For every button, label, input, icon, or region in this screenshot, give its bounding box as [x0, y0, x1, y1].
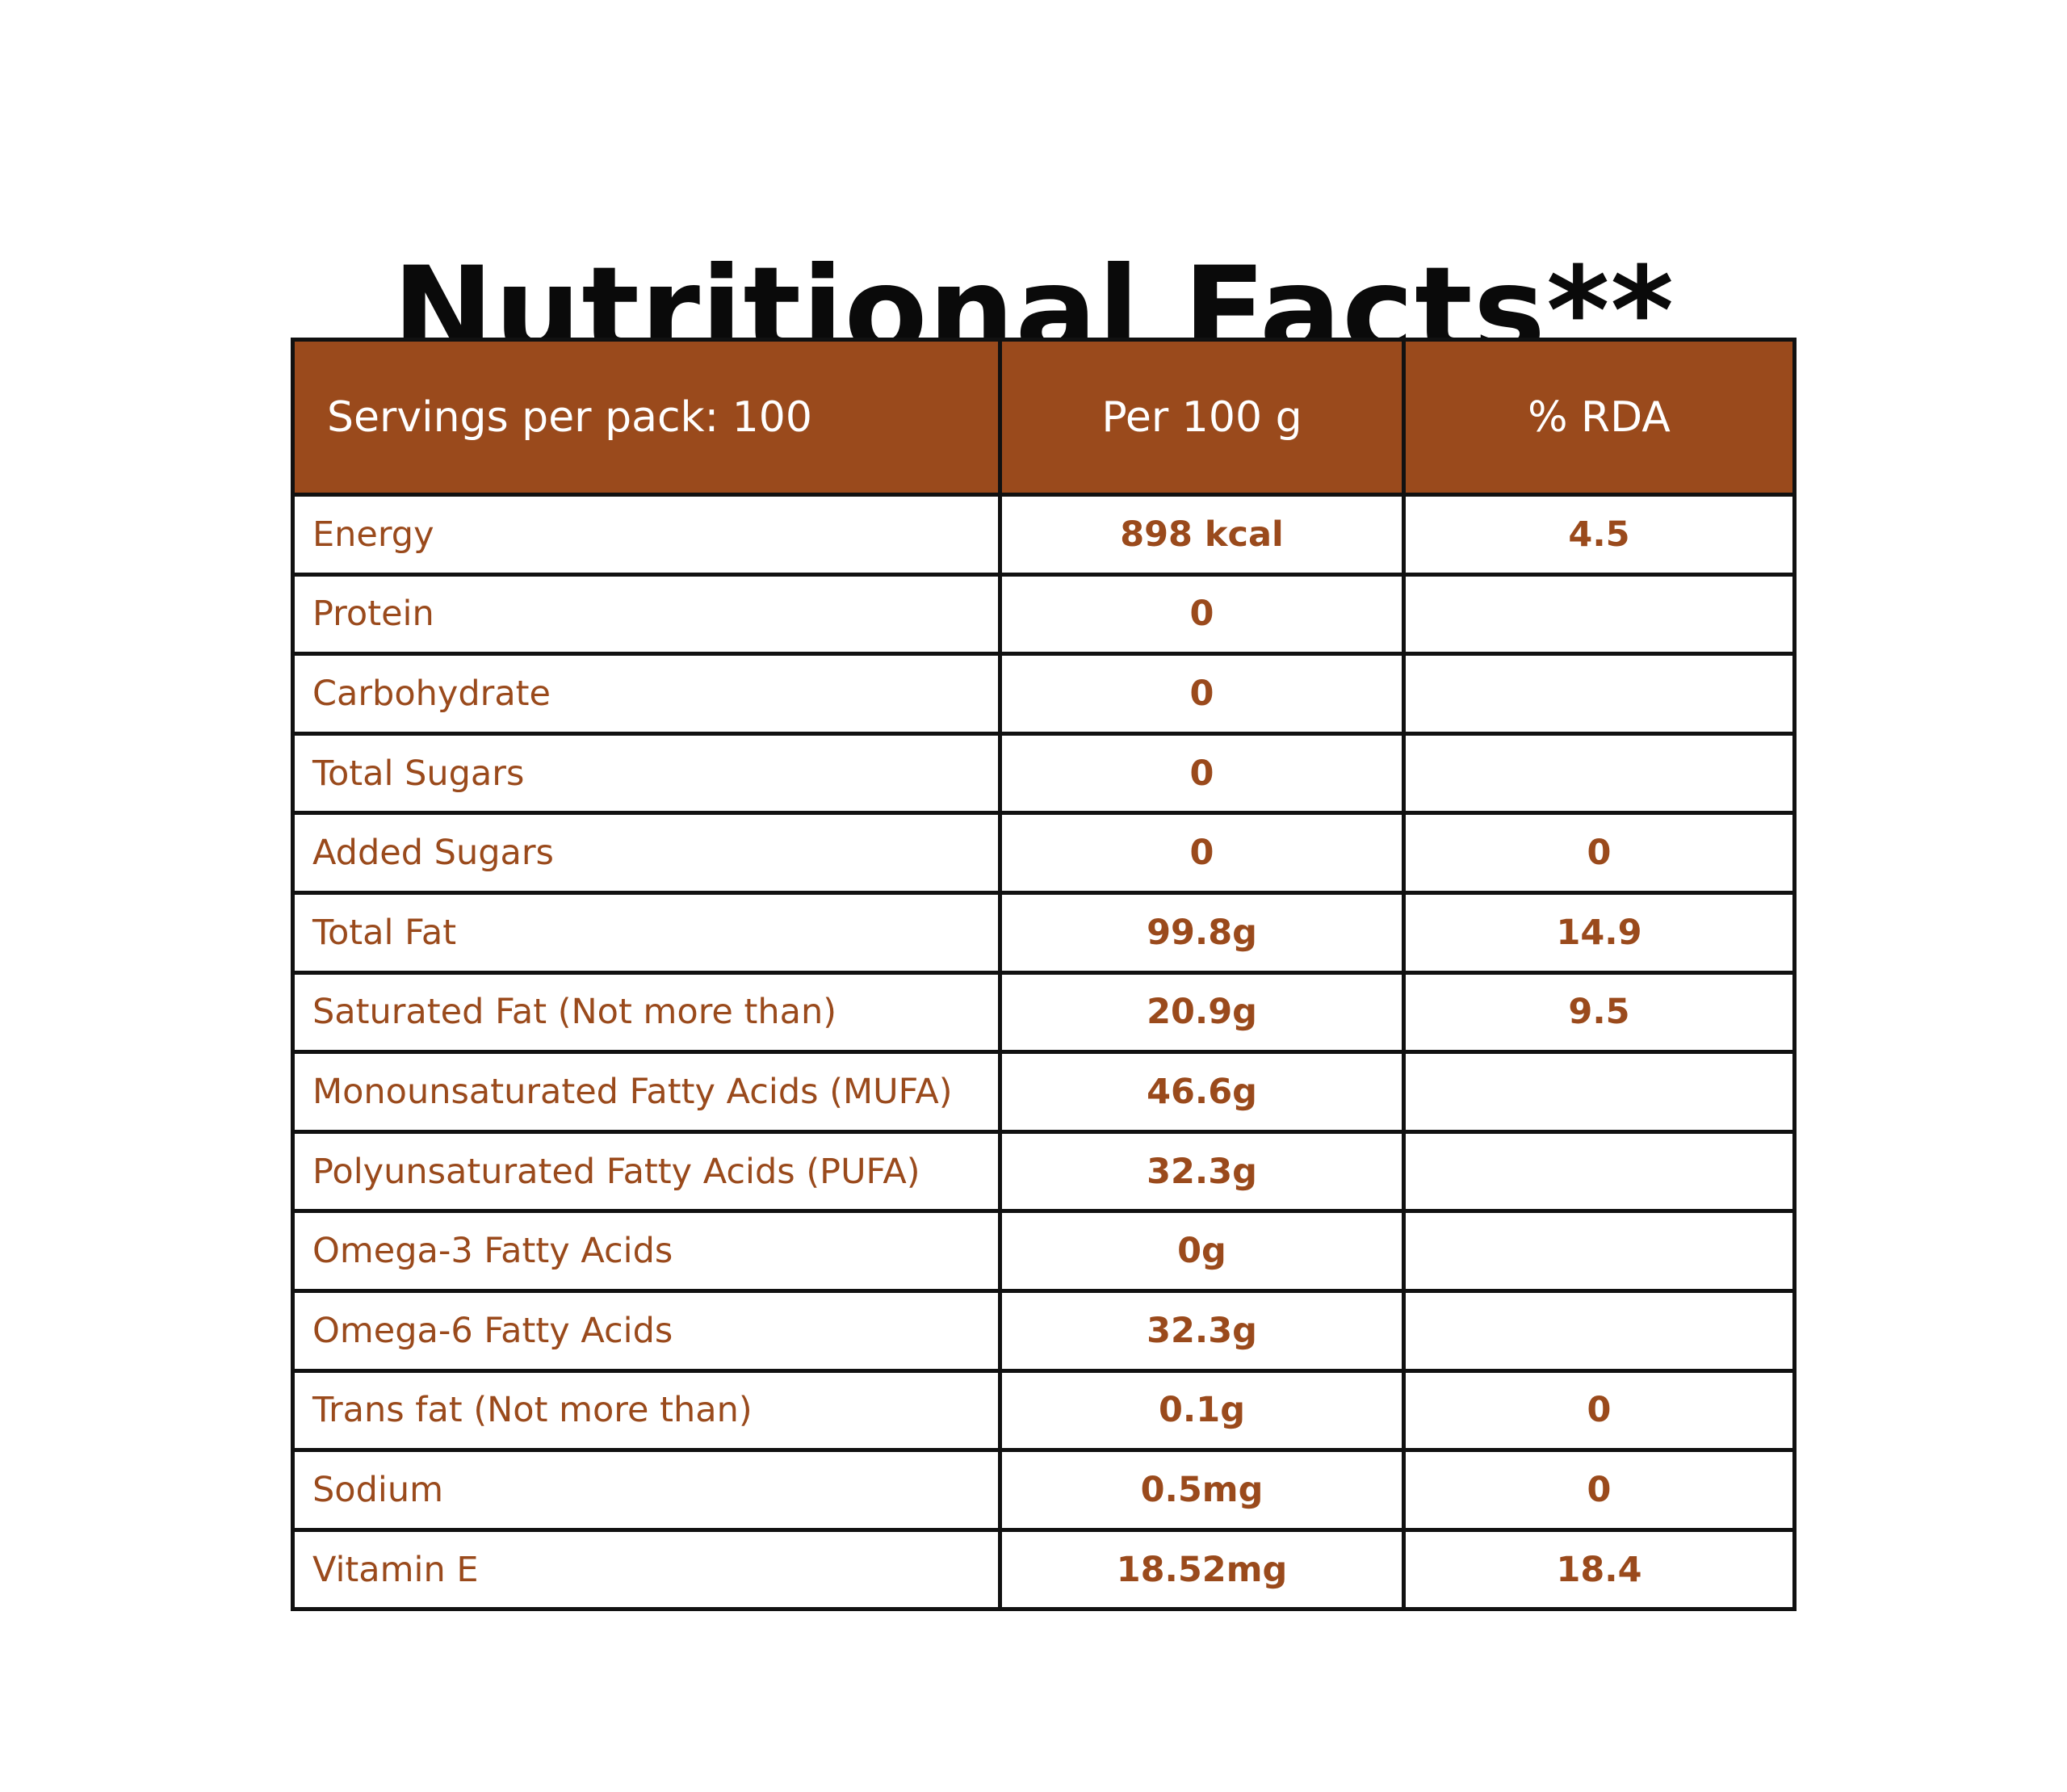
table-row: Energy 898 kcal 4.5	[291, 493, 1797, 577]
nutrient-name: Trans fat (Not more than)	[291, 1368, 1002, 1453]
nutrient-name: Total Fat	[291, 890, 1002, 975]
table-row: Total Fat 99.8g 14.9	[291, 890, 1797, 975]
nutrient-name: Omega-6 Fatty Acids	[291, 1288, 1002, 1373]
nutrient-value: 20.9g	[998, 970, 1406, 1055]
nutrient-rda: 18.4	[1402, 1527, 1797, 1612]
table-row: Total Sugars 0	[291, 731, 1797, 816]
nutrient-name: Added Sugars	[291, 811, 1002, 895]
table-row: Vitamin E 18.52mg 18.4	[291, 1527, 1797, 1612]
nutrient-rda: 14.9	[1402, 890, 1797, 975]
header-rda: % RDA	[1402, 338, 1797, 497]
nutrient-rda: 9.5	[1402, 970, 1797, 1055]
nutrient-value: 0g	[998, 1209, 1406, 1293]
nutrient-value: 0	[998, 572, 1406, 657]
nutrient-name: Monounsaturated Fatty Acids (MUFA)	[291, 1050, 1002, 1134]
nutrient-name: Saturated Fat (Not more than)	[291, 970, 1002, 1055]
nutrient-value: 99.8g	[998, 890, 1406, 975]
table-row: Trans fat (Not more than) 0.1g 0	[291, 1368, 1797, 1453]
table-row: Omega-6 Fatty Acids 32.3g	[291, 1288, 1797, 1373]
nutrient-name: Sodium	[291, 1448, 1002, 1532]
header-per-100g: Per 100 g	[998, 338, 1406, 497]
nutrient-value: 32.3g	[998, 1288, 1406, 1373]
nutrition-table: Servings per pack: 100 Per 100 g % RDA E…	[291, 338, 1797, 1612]
table-row: Carbohydrate 0	[291, 652, 1797, 736]
nutrient-name: Vitamin E	[291, 1527, 1002, 1612]
nutrient-rda	[1402, 1288, 1797, 1373]
nutrient-value: 0	[998, 731, 1406, 816]
nutrient-value: 0.5mg	[998, 1448, 1406, 1532]
nutrient-rda	[1402, 731, 1797, 816]
nutrient-name: Omega-3 Fatty Acids	[291, 1209, 1002, 1293]
nutrient-name: Carbohydrate	[291, 652, 1002, 736]
nutrient-name: Protein	[291, 572, 1002, 657]
nutrient-value: 18.52mg	[998, 1527, 1406, 1612]
nutrient-value: 0	[998, 652, 1406, 736]
table-row: Added Sugars 0 0	[291, 811, 1797, 895]
nutrient-rda: 0	[1402, 811, 1797, 895]
table-row: Polyunsaturated Fatty Acids (PUFA) 32.3g	[291, 1129, 1797, 1214]
nutrient-name: Energy	[291, 493, 1002, 577]
nutrient-rda	[1402, 572, 1797, 657]
nutrient-value: 0.1g	[998, 1368, 1406, 1453]
nutrient-value: 0	[998, 811, 1406, 895]
nutrient-rda: 4.5	[1402, 493, 1797, 577]
nutrient-rda	[1402, 1050, 1797, 1134]
nutrient-rda	[1402, 1209, 1797, 1293]
nutrient-rda	[1402, 652, 1797, 736]
nutrient-name: Polyunsaturated Fatty Acids (PUFA)	[291, 1129, 1002, 1214]
nutrient-rda: 0	[1402, 1368, 1797, 1453]
nutrient-name: Total Sugars	[291, 731, 1002, 816]
table-row: Sodium 0.5mg 0	[291, 1448, 1797, 1532]
nutrient-rda: 0	[1402, 1448, 1797, 1532]
table-row: Saturated Fat (Not more than) 20.9g 9.5	[291, 970, 1797, 1055]
nutrient-value: 46.6g	[998, 1050, 1406, 1134]
nutrient-value: 32.3g	[998, 1129, 1406, 1214]
table-header-row: Servings per pack: 100 Per 100 g % RDA	[291, 338, 1797, 497]
table-row: Omega-3 Fatty Acids 0g	[291, 1209, 1797, 1293]
nutrient-rda	[1402, 1129, 1797, 1214]
table-row: Monounsaturated Fatty Acids (MUFA) 46.6g	[291, 1050, 1797, 1134]
header-servings: Servings per pack: 100	[291, 338, 1002, 497]
nutrient-value: 898 kcal	[998, 493, 1406, 577]
table-row: Protein 0	[291, 572, 1797, 657]
